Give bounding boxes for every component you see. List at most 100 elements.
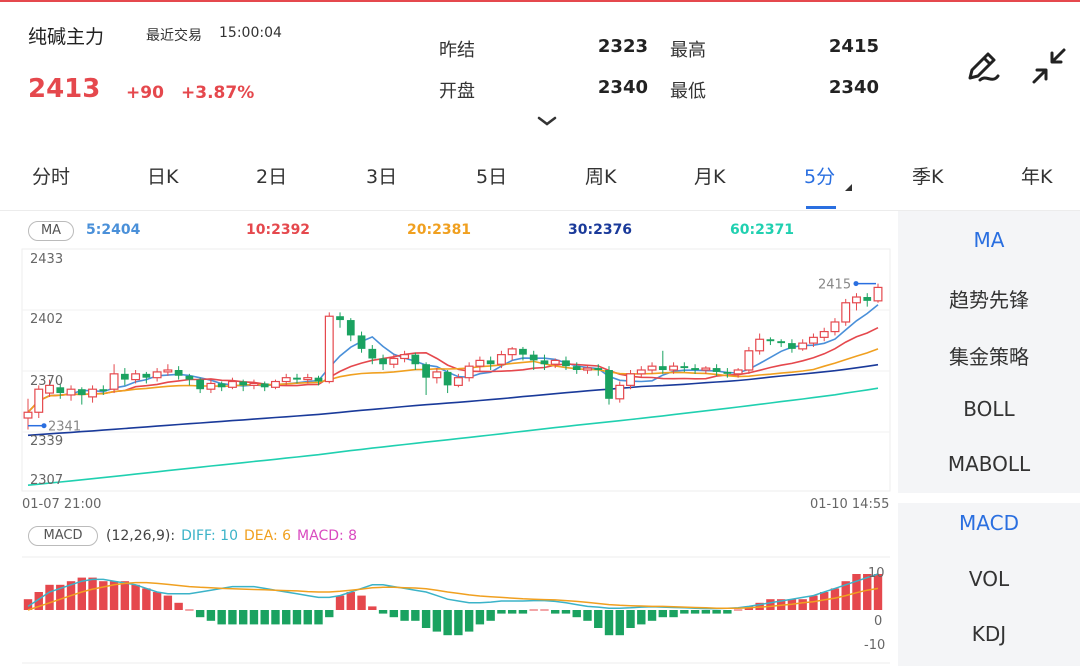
sidebar-item-trend[interactable]: 趋势先锋: [949, 288, 1029, 312]
candle-body: [830, 321, 840, 333]
candle: [583, 366, 592, 374]
candle: [830, 318, 840, 336]
kline-chart[interactable]: 2415 2341: [0, 211, 898, 666]
candle: [368, 345, 377, 365]
macd-bar: [658, 610, 668, 618]
collapse-arrows-icon[interactable]: [1028, 44, 1072, 88]
macd-bar: [314, 610, 323, 625]
ma60-line: [27, 387, 879, 486]
candle: [453, 373, 463, 388]
sidebar-item-kdj[interactable]: KDJ: [971, 622, 1007, 646]
sidebar-item-ma[interactable]: MA: [973, 228, 1005, 252]
tab-2-day[interactable]: 2日: [256, 166, 288, 188]
dropdown-triangle-icon[interactable]: [845, 184, 852, 191]
candle: [249, 379, 259, 390]
candle-body: [45, 384, 54, 394]
tab-daily-k[interactable]: 日K: [147, 166, 179, 188]
y-tick-label: 2339: [30, 434, 64, 449]
candle: [152, 368, 162, 382]
main-chart-frame: [21, 248, 891, 492]
candle: [379, 354, 387, 370]
candle-body: [873, 286, 883, 302]
indicator-sidebar: MA 趋势先锋 集金策略 BOLL MABOLL MACD VOL KDJ: [898, 211, 1080, 666]
candle: [852, 293, 861, 311]
y-tick-label: 2307: [30, 473, 64, 488]
tab-5-day[interactable]: 5日: [476, 166, 508, 188]
candle-body: [120, 373, 129, 380]
macd-bar: [809, 595, 818, 610]
macd-bar: [572, 610, 581, 618]
macd-bar: [540, 609, 549, 611]
candle: [281, 373, 291, 386]
active-tab-indicator: [806, 206, 836, 209]
candle: [56, 383, 65, 399]
tab-quarterly-k[interactable]: 季K: [912, 166, 944, 188]
macd-bar: [195, 610, 205, 618]
sidebar-item-macd[interactable]: MACD: [959, 511, 1019, 535]
candle: [777, 339, 786, 347]
sidebar-item-maboll[interactable]: MABOLL: [947, 452, 1031, 476]
candle: [227, 377, 237, 390]
candle: [109, 364, 119, 394]
macd-bar: [292, 610, 302, 625]
macd-bar: [45, 584, 54, 610]
ma-indicator-pill[interactable]: MA: [28, 221, 74, 241]
prev-settle-value: 2323: [597, 36, 648, 57]
candle: [819, 327, 829, 342]
candle: [432, 368, 442, 384]
candle-body: [368, 348, 377, 359]
candle: [691, 364, 699, 374]
pen-draw-icon[interactable]: [962, 44, 1006, 88]
candle-body: [163, 369, 173, 373]
candle-body: [66, 388, 76, 396]
tab-5-minute[interactable]: 5分: [804, 166, 836, 188]
macd-dea: DEA: 6: [244, 528, 292, 544]
candle-body: [34, 388, 44, 413]
candle: [636, 366, 646, 378]
candle-body: [239, 381, 248, 386]
macd-bar: [518, 610, 528, 614]
macd-bar: [690, 610, 700, 614]
candle-body: [336, 316, 344, 321]
candle-body: [281, 377, 291, 383]
candle: [863, 293, 872, 307]
macd-bar: [185, 609, 194, 611]
macd-bar: [23, 599, 33, 610]
tab-3-day[interactable]: 3日: [366, 166, 398, 188]
tab-monthly-k[interactable]: 月K: [694, 166, 726, 188]
candle-body: [819, 330, 829, 338]
tab-intraday[interactable]: 分时: [32, 166, 71, 188]
candle: [572, 362, 581, 374]
candle-body: [357, 335, 366, 349]
candle: [658, 350, 667, 374]
low-value: 2340: [828, 77, 879, 98]
candle: [260, 381, 269, 392]
candle: [120, 368, 129, 386]
candle: [336, 312, 344, 328]
candle-body: [691, 368, 699, 370]
chevron-down-icon[interactable]: [536, 112, 558, 126]
last-price: 2413: [28, 74, 101, 104]
sidebar-item-boll[interactable]: BOLL: [963, 397, 1015, 421]
candle-body: [658, 366, 667, 370]
candle-body: [206, 382, 216, 390]
sidebar-item-vol[interactable]: VOL: [968, 567, 1010, 591]
macd-bar: [238, 610, 248, 625]
macd-bar: [77, 577, 86, 610]
candle: [99, 385, 108, 395]
macd-indicator-pill[interactable]: MACD: [28, 526, 98, 546]
y-tick-label: 2402: [30, 312, 64, 327]
candle: [45, 379, 54, 397]
candle: [519, 346, 527, 361]
sidebar-item-strategy[interactable]: 集金策略: [949, 345, 1029, 369]
macd-bar: [475, 610, 485, 625]
macd-bar: [109, 581, 119, 610]
macd-tick-label: 0: [874, 614, 883, 629]
candle-body: [594, 368, 603, 370]
tab-yearly-k[interactable]: 年K: [1021, 166, 1053, 188]
candle: [496, 350, 506, 369]
candle-body: [550, 359, 560, 365]
candle: [744, 346, 754, 374]
tab-weekly-k[interactable]: 周K: [585, 166, 617, 188]
candle-body: [755, 338, 765, 352]
